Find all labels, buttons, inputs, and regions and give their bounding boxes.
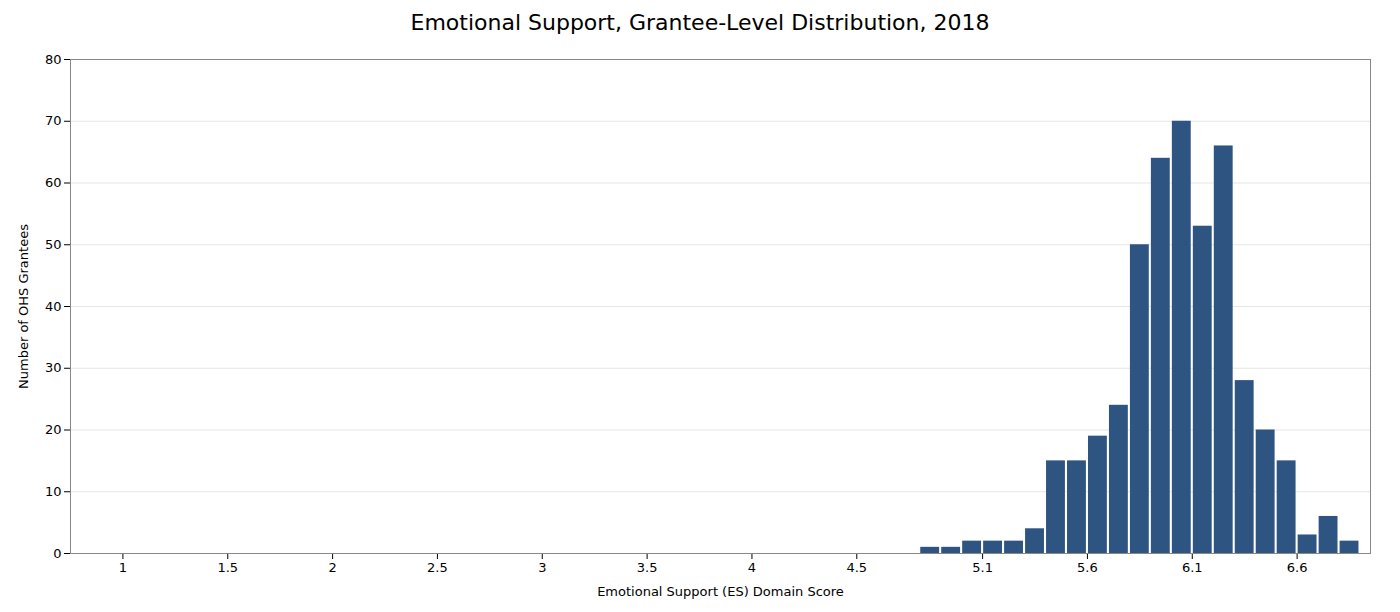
html-text:Emotional Support, Grantee-Lev: Emotional Support, Grantee-Level Distrib… xyxy=(410,10,990,35)
svg-text:2.5: 2.5 xyxy=(427,560,448,575)
svg-text:20: 20 xyxy=(45,422,62,437)
svg-text:80: 80 xyxy=(45,52,62,67)
svg-text:70: 70 xyxy=(45,113,62,128)
svg-text:10: 10 xyxy=(45,484,62,499)
svg-text:5.1: 5.1 xyxy=(972,560,993,575)
svg-text:30: 30 xyxy=(45,360,62,375)
svg-text:50: 50 xyxy=(45,237,62,252)
svg-text:Emotional Support (ES) Domain: Emotional Support (ES) Domain Score xyxy=(597,584,844,599)
svg-text:60: 60 xyxy=(45,175,62,190)
svg-text:2: 2 xyxy=(328,560,336,575)
svg-text:1.5: 1.5 xyxy=(217,560,238,575)
svg-text:5.6: 5.6 xyxy=(1077,560,1098,575)
svg-text:6.1: 6.1 xyxy=(1182,560,1203,575)
svg-text:40: 40 xyxy=(45,299,62,314)
svg-text:3: 3 xyxy=(538,560,546,575)
svg-text:4: 4 xyxy=(748,560,756,575)
svg-text:6.6: 6.6 xyxy=(1287,560,1308,575)
svg-text:0: 0 xyxy=(53,546,61,561)
svg-text:3.5: 3.5 xyxy=(637,560,658,575)
svg-text:Number of OHS Grantees: Number of OHS Grantees xyxy=(16,224,31,389)
svg-text:1: 1 xyxy=(119,560,127,575)
svg-text:4.5: 4.5 xyxy=(846,560,867,575)
